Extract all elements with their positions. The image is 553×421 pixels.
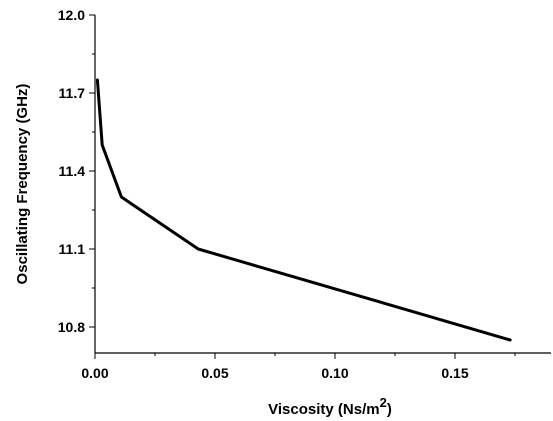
y-tick-label: 10.8 [58, 319, 85, 335]
y-axis-label: Oscillating Frequency (GHz) [14, 84, 31, 285]
x-axis-label-close: ) [387, 401, 392, 418]
x-axis-label: Viscosity (Ns/m2) [268, 395, 392, 418]
axes [94, 15, 551, 354]
x-tick-label: 0.05 [201, 365, 228, 381]
series-line [95, 78, 512, 342]
x-axis-label-main: Viscosity (Ns/m [268, 401, 379, 418]
y-tick-label: 11.1 [59, 241, 86, 257]
x-tick-label: 0.00 [81, 365, 108, 381]
x-ticks: 0.00 0.05 0.10 0.15 [81, 353, 516, 381]
y-tick-label: 12.0 [58, 7, 85, 23]
x-tick-label: 0.15 [441, 365, 468, 381]
y-ticks: 10.8 11.1 11.4 11.7 12.0 [58, 7, 95, 335]
y-tick-label: 11.7 [59, 85, 86, 101]
x-tick-label: 0.10 [321, 365, 348, 381]
y-tick-label: 11.4 [59, 163, 86, 179]
series-group [95, 78, 512, 342]
x-axis-label-superscript: 2 [380, 395, 387, 410]
